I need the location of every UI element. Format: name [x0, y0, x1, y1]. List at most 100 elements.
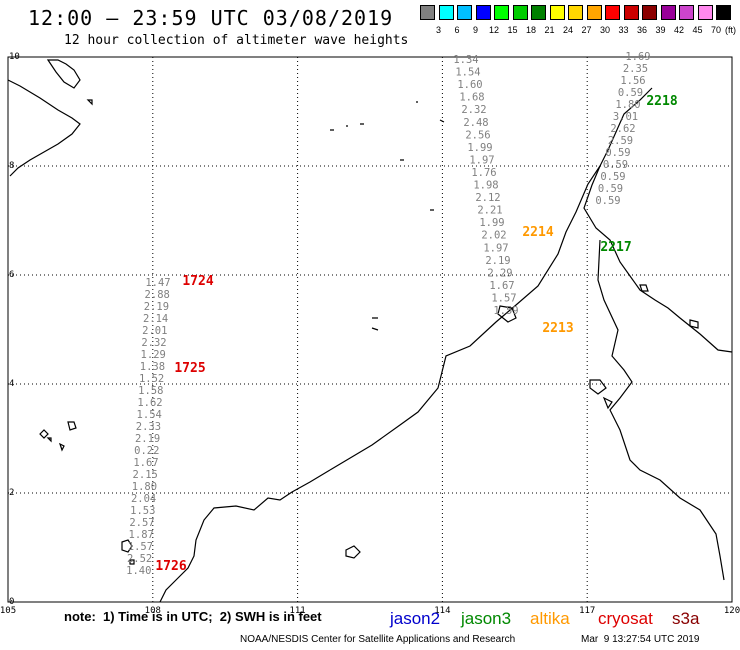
wave-height-value: 1.98 — [473, 180, 498, 192]
scale-swatch — [568, 5, 583, 20]
wave-height-value: 2.19 — [144, 301, 169, 313]
wave-height-value: 2.02 — [481, 230, 506, 242]
coastline — [7, 59, 733, 603]
scale-label: 45 — [692, 25, 703, 35]
scale-swatch — [586, 5, 602, 20]
scale-swatch — [679, 5, 694, 20]
wave-height-value: 1.68 — [459, 92, 484, 104]
wave-height-value: 0.59 — [603, 159, 628, 171]
altimeter-tracks: 1.472.882.192.142.012.321.291.381.521.58… — [126, 51, 678, 577]
wave-height-value: 1.47 — [145, 277, 170, 289]
wave-height-value: 1.57 — [491, 292, 516, 304]
wave-height-value: 1.40 — [126, 565, 151, 577]
legend-jason3: jason3 — [461, 609, 512, 628]
wave-height-value: 2.12 — [475, 192, 500, 204]
legend-altika: altika — [530, 609, 570, 628]
track-label: 2218 — [646, 94, 677, 109]
lon-tick-label: 105 — [0, 606, 16, 616]
wave-height-value: 2.52 — [127, 553, 152, 565]
wave-height-value: 2.01 — [142, 325, 167, 337]
wave-height-value: 2.19 — [485, 255, 510, 267]
wave-height-value: 1.99 — [479, 217, 504, 229]
scale-label: 3 — [435, 25, 441, 35]
lat-tick-label: 10 — [9, 52, 20, 62]
lon-tick-label: 114 — [434, 606, 450, 616]
wave-height-value: 1.29 — [141, 349, 166, 361]
wave-height-value: 2.21 — [477, 205, 502, 217]
lon-tick-label: 108 — [145, 606, 161, 616]
scale-swatch — [605, 5, 620, 20]
wave-height-value: 2.88 — [145, 289, 170, 301]
wave-height-value: 0.59 — [598, 183, 623, 195]
wave-height-value: 2.59 — [608, 135, 633, 147]
scale-label: 70 — [710, 25, 721, 35]
lat-tick-label: 6 — [9, 270, 14, 280]
wave-height-value: 2.29 — [487, 267, 512, 279]
credit-text: NOAA/NESDIS Center for Satellite Applica… — [240, 634, 516, 645]
wave-height-value: 2.19 — [135, 433, 160, 445]
note-text: note: 1) Time is in UTC; 2) SWH is in fe… — [64, 609, 322, 624]
lat-tick-label: 0 — [9, 597, 14, 607]
scale-swatch — [549, 5, 565, 20]
wave-height-value: 3.01 — [613, 111, 638, 123]
map-title: 12:00 – 23:59 UTC 03/08/2019 — [28, 6, 394, 30]
wave-height-value: 1.60 — [457, 79, 482, 91]
scale-label: 18 — [525, 25, 536, 35]
wave-height-value: 1.97 — [483, 242, 508, 254]
wave-height-value: 1.53 — [130, 505, 155, 517]
scale-label: 9 — [472, 25, 478, 35]
wave-height-value: 1.54 — [137, 409, 162, 421]
lon-tick-label: 120 — [724, 606, 740, 616]
scale-swatch — [512, 5, 528, 20]
scale-label: 33 — [618, 25, 629, 35]
track-label: 2214 — [522, 225, 553, 240]
wave-height-value: 1.97 — [469, 154, 494, 166]
scale-label: 27 — [581, 25, 592, 35]
wave-height-value: 1.59 — [493, 305, 518, 317]
wave-height-value: 2.57 — [129, 517, 154, 529]
scale-swatch — [697, 5, 713, 20]
scale-swatch — [420, 5, 435, 20]
scale-swatch — [531, 5, 546, 20]
wave-height-value: 2.14 — [143, 313, 168, 325]
wave-height-value: 1.80 — [615, 99, 640, 111]
legend-s3a: s3a — [672, 609, 700, 628]
scale-swatch — [457, 5, 472, 20]
track-label: 2213 — [542, 321, 573, 336]
track-label: 1724 — [182, 274, 213, 289]
map-frame — [7, 56, 733, 603]
scale-label: 15 — [507, 25, 518, 35]
wave-height-value: 1.56 — [620, 75, 645, 87]
scale-swatch — [716, 5, 731, 20]
scale-label: 12 — [488, 25, 499, 35]
lat-tick-label: 8 — [9, 161, 14, 171]
wave-height-value: 2.56 — [465, 129, 490, 141]
wave-height-value: 1.38 — [140, 361, 165, 373]
lat-tick-label: 2 — [9, 488, 14, 498]
wave-height-value: 1.52 — [139, 373, 164, 385]
wave-height-value: 0.22 — [134, 445, 159, 457]
wave-height-value: 2.15 — [133, 469, 158, 481]
wave-height-value: 1.54 — [455, 67, 480, 79]
wave-height-value: 1.87 — [129, 529, 154, 541]
footer-legend: note: 1) Time is in UTC; 2) SWH is in fe… — [0, 609, 740, 631]
timestamp-text: Mar 9 13:27:54 UTC 2019 — [581, 634, 700, 645]
wave-height-value: 1.62 — [137, 397, 162, 409]
scale-swatch — [623, 5, 639, 20]
lon-tick-label: 111 — [289, 606, 305, 616]
wave-height-value: 1.80 — [132, 481, 157, 493]
wave-height-value: 1.99 — [467, 142, 492, 154]
wave-height-value: 2.32 — [141, 337, 166, 349]
track-label: 1726 — [155, 559, 186, 574]
wave-height-value: 1.67 — [133, 457, 158, 469]
scale-swatch — [438, 5, 454, 20]
wave-height-value: 2.33 — [136, 421, 161, 433]
legend-cryosat: cryosat — [598, 609, 653, 628]
wave-height-value: 1.69 — [625, 51, 650, 63]
scale-label: 42 — [673, 25, 684, 35]
legend-jason2: jason2 — [390, 609, 441, 628]
scale-label: 36 — [636, 25, 647, 35]
scale-label: 39 — [655, 25, 666, 35]
